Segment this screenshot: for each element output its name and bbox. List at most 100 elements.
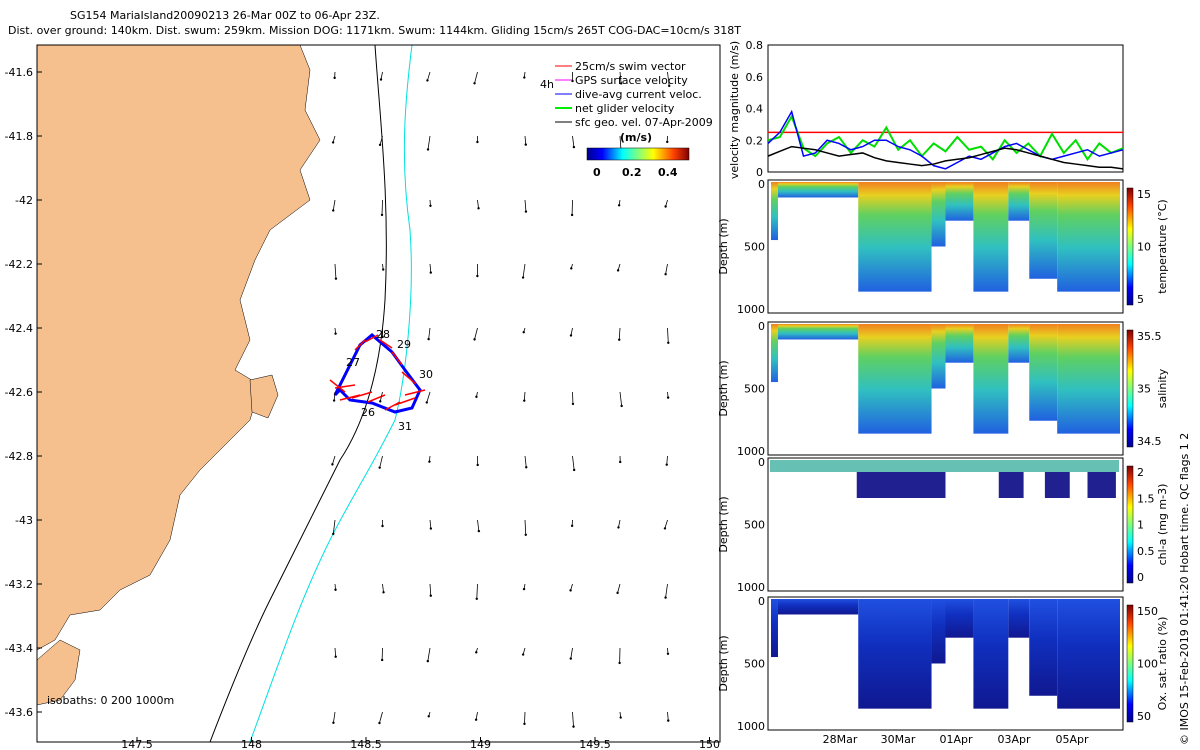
track-label: 30 bbox=[419, 368, 433, 381]
velocity-arrowhead bbox=[521, 653, 525, 656]
velocity-arrowhead bbox=[334, 588, 337, 591]
velocity-arrowhead bbox=[474, 718, 478, 721]
lon-tick-label: 149.5 bbox=[579, 738, 611, 750]
velocity-arrowhead bbox=[572, 725, 575, 728]
velocity-arrowhead bbox=[664, 596, 667, 599]
velocity-arrowhead bbox=[477, 529, 481, 533]
velocity-arrowhead bbox=[381, 268, 385, 271]
date-tick-label: 03Apr bbox=[997, 733, 1031, 746]
velocity-arrowhead bbox=[667, 341, 670, 344]
track-label: 28 bbox=[376, 328, 390, 341]
velocity-arrowhead bbox=[477, 207, 480, 210]
velocity-arrow bbox=[619, 391, 623, 407]
velocity-arrowhead bbox=[664, 205, 667, 208]
velocity-arrowhead bbox=[381, 524, 384, 528]
footer-credit: © IMOS 15-Feb-2019 01:41:20 Hobart time.… bbox=[1178, 433, 1191, 745]
velocity-arrow bbox=[477, 199, 479, 209]
velocity-arrowhead bbox=[378, 466, 381, 469]
velocity-arrowhead bbox=[620, 404, 623, 408]
velocity-arrow bbox=[427, 71, 431, 81]
profile-band bbox=[1057, 599, 1120, 709]
velocity-arrowhead bbox=[332, 721, 335, 724]
velocity-arrow bbox=[476, 583, 478, 599]
velocity-arrowhead bbox=[617, 526, 620, 529]
lon-tick-label: 149 bbox=[470, 738, 491, 750]
depth-colorbar bbox=[1126, 465, 1134, 584]
velocity-arrow bbox=[618, 327, 621, 340]
profile-band bbox=[1008, 599, 1030, 638]
label-4h: 4h bbox=[540, 78, 554, 91]
velocity-arrowhead bbox=[569, 657, 572, 660]
velocity-arrowhead bbox=[379, 400, 382, 403]
lat-tick-label: -43.4 bbox=[5, 642, 33, 655]
velocity-arrowhead bbox=[429, 527, 433, 530]
velocity-ylabel: velocity magnitude (m/s) bbox=[728, 41, 741, 179]
colorbar-tick-label: 0 bbox=[1137, 571, 1144, 584]
date-tick-label: 01Apr bbox=[939, 733, 973, 746]
velocity-arrow bbox=[426, 391, 431, 403]
colorbar-tick-label: 0.5 bbox=[1137, 545, 1155, 558]
colorbar-tick-label: 35 bbox=[1137, 383, 1151, 396]
track-label: 29 bbox=[397, 338, 411, 351]
velocity-series-line bbox=[767, 114, 1124, 162]
profile-band bbox=[945, 599, 974, 638]
depth-tick-label: 0 bbox=[758, 320, 765, 333]
depth-ylabel: Depth (m) bbox=[717, 360, 730, 416]
longitude-axis: 147.5 148 148.5 149 149.5 150 bbox=[121, 737, 720, 750]
lon-tick-label: 148.5 bbox=[350, 738, 382, 750]
velocity-arrowhead bbox=[619, 82, 623, 85]
velocity-arrow bbox=[382, 583, 384, 593]
velocity-arrowhead bbox=[380, 213, 384, 217]
depth-tick-label: 1000 bbox=[737, 303, 765, 316]
profile-band bbox=[856, 472, 946, 498]
profile-band bbox=[931, 182, 946, 247]
velocity-tick-label: 0.2 bbox=[746, 134, 764, 147]
velocity-arrowhead bbox=[664, 273, 667, 276]
profile-band bbox=[973, 599, 1009, 709]
profile-band bbox=[945, 324, 974, 363]
velocity-arrowhead bbox=[382, 591, 385, 594]
colorbar-tick-label: 150 bbox=[1137, 605, 1158, 618]
velocity-arrow bbox=[379, 455, 383, 468]
velocity-arrow bbox=[667, 711, 669, 721]
date-tick-label: 05Apr bbox=[1055, 733, 1089, 746]
velocity-tick-label: 0 bbox=[756, 166, 763, 179]
velocity-arrow bbox=[570, 327, 573, 336]
colorbar-label: salinity bbox=[1156, 368, 1169, 408]
profile-band bbox=[858, 599, 932, 709]
profile-band bbox=[858, 324, 932, 434]
velocity-arrowhead bbox=[618, 661, 621, 665]
legend-swim-vector: 25cm/s swim vector bbox=[575, 60, 686, 73]
velocity-arrow bbox=[523, 391, 526, 401]
velocity-arrowhead bbox=[332, 532, 335, 536]
velocity-arrowhead bbox=[619, 716, 622, 719]
velocity-arrow bbox=[332, 455, 336, 465]
velocity-arrowhead bbox=[381, 335, 384, 339]
velocity-arrowhead bbox=[379, 78, 383, 81]
velocity-arrowhead bbox=[331, 141, 335, 144]
velocity-arrow bbox=[427, 135, 431, 150]
velocity-arrow bbox=[429, 519, 432, 529]
depth-colorbar bbox=[1126, 187, 1134, 306]
velocity-arrowhead bbox=[571, 402, 575, 406]
velocity-arrow bbox=[332, 519, 336, 534]
velocity-arrow bbox=[428, 327, 431, 340]
velocity-arrow bbox=[475, 711, 478, 720]
velocity-arrowhead bbox=[663, 527, 667, 530]
profile-band bbox=[1057, 182, 1120, 292]
colorbar-tick-label: 34.5 bbox=[1137, 435, 1162, 448]
depth-tick-label: 500 bbox=[744, 383, 765, 396]
velocity-arrowhead bbox=[331, 463, 334, 466]
velocity-arrowhead bbox=[666, 652, 670, 655]
velocity-arrowhead bbox=[524, 533, 527, 536]
velocity-arrow bbox=[664, 519, 668, 529]
profile-band bbox=[1087, 472, 1116, 498]
velocity-arrowhead bbox=[666, 140, 669, 144]
colorbar-tick-label: 1 bbox=[1137, 519, 1144, 532]
lat-tick-label: -42.6 bbox=[5, 386, 33, 399]
velocity-arrow bbox=[333, 391, 336, 401]
depth-tick-label: 1000 bbox=[737, 445, 765, 458]
colorbar-label: chl-a (mg m-3) bbox=[1156, 484, 1169, 566]
profile-band bbox=[771, 182, 778, 241]
velocity-arrowhead bbox=[572, 145, 576, 149]
